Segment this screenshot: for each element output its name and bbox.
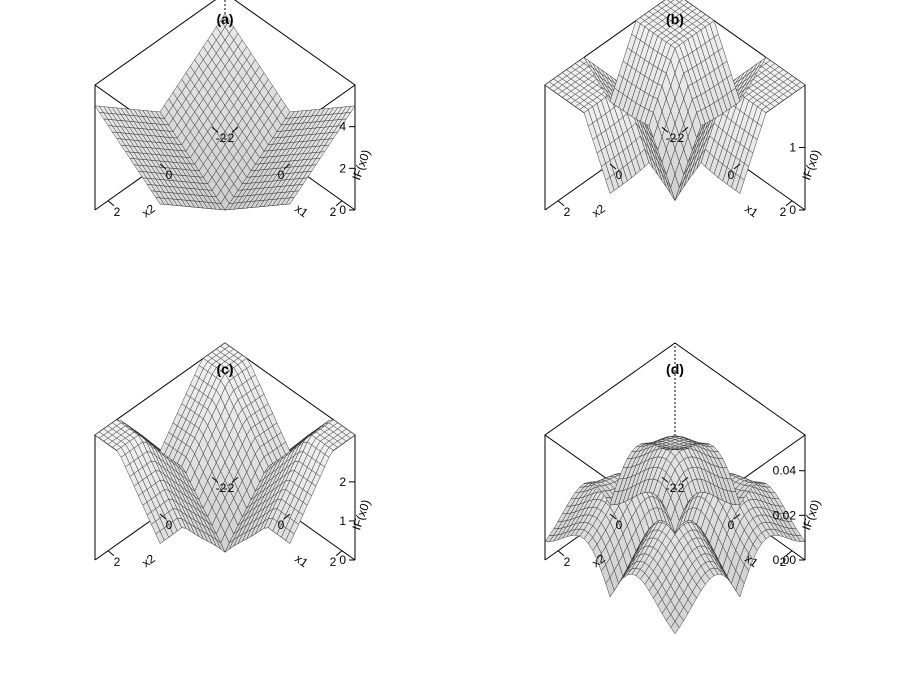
x1-tick-label: 0: [728, 518, 735, 532]
z-tick-label: 2: [339, 161, 346, 175]
x1-tick-label: 0: [278, 518, 285, 532]
x2-tick-label: 0: [166, 518, 173, 532]
x1-tick-label: 2: [780, 205, 787, 219]
x1-tick-mark: [283, 163, 291, 170]
z-tick-label: 0.00: [773, 553, 797, 567]
x1-tick-mark: [733, 513, 741, 520]
x2-tick-label: -2: [666, 481, 677, 495]
x2-tick-mark: [609, 163, 617, 170]
surface-mesh: [94, 342, 356, 553]
surface-cell: [220, 13, 230, 28]
x2-tick-label: 2: [114, 555, 121, 569]
panel-title: (d): [666, 361, 684, 377]
z-axis-label: IF(x0): [349, 498, 373, 532]
x2-tick-label: 2: [114, 205, 121, 219]
z-tick-label: 0: [339, 203, 346, 217]
x2-tick-mark: [211, 126, 219, 133]
x1-tick-label: 0: [728, 168, 735, 182]
x2-axis-label: x2: [139, 201, 158, 220]
z-axis-label: IF(x0): [349, 148, 373, 182]
x2-tick-label: 0: [616, 518, 623, 532]
z-tick-label: 0.02: [773, 508, 797, 522]
x1-tick-label: 2: [330, 555, 337, 569]
x1-tick-label: 2: [330, 205, 337, 219]
z-tick-label: 0: [789, 203, 796, 217]
panel-title: (a): [216, 11, 233, 27]
x2-tick-label: 2: [564, 205, 571, 219]
x2-tick-mark: [159, 513, 167, 520]
z-tick-label: 0: [339, 553, 346, 567]
x2-tick-mark: [661, 476, 669, 483]
x2-tick-mark: [107, 550, 115, 557]
x1-axis-label: x1: [742, 201, 761, 220]
x2-tick-label: -2: [216, 131, 227, 145]
panel-title: (c): [216, 361, 233, 377]
x1-tick-mark: [681, 126, 689, 133]
x1-tick-mark: [335, 200, 343, 207]
x1-tick-mark: [231, 476, 239, 483]
x1-tick-mark: [785, 550, 793, 557]
x1-tick-label: -2: [674, 481, 685, 495]
x2-tick-mark: [609, 513, 617, 520]
x2-tick-label: -2: [666, 131, 677, 145]
surface-mesh: [544, 0, 806, 201]
x2-tick-mark: [661, 126, 669, 133]
x2-axis-label: x2: [139, 551, 158, 570]
x1-tick-label: 0: [278, 168, 285, 182]
x2-tick-mark: [211, 476, 219, 483]
x2-axis-label: x2: [589, 201, 608, 220]
z-axis-label: IF(x0): [799, 148, 823, 182]
x2-tick-label: 0: [166, 168, 173, 182]
x1-tick-label: -2: [224, 481, 235, 495]
x2-tick-label: 2: [564, 555, 571, 569]
z-tick-label: 1: [339, 514, 346, 528]
x1-axis-label: x1: [292, 551, 311, 570]
x1-tick-mark: [681, 476, 689, 483]
z-axis-label: IF(x0): [799, 498, 823, 532]
x2-tick-mark: [107, 200, 115, 207]
x1-tick-label: -2: [224, 131, 235, 145]
x1-tick-mark: [283, 513, 291, 520]
x1-tick-mark: [785, 200, 793, 207]
panel-title: (b): [666, 11, 684, 27]
x2-tick-label: -2: [216, 481, 227, 495]
x2-tick-mark: [159, 163, 167, 170]
z-tick-label: 4: [339, 120, 346, 134]
surface-mesh: [544, 435, 806, 635]
x1-tick-label: 2: [780, 555, 787, 569]
surface-cell: [220, 342, 230, 350]
x1-tick-mark: [231, 126, 239, 133]
x1-tick-label: -2: [674, 131, 685, 145]
surface-cell: [667, 0, 675, 3]
surface-cell: [675, 0, 683, 3]
x2-tick-mark: [557, 200, 565, 207]
x2-tick-mark: [557, 550, 565, 557]
surface-mesh: [94, 13, 356, 211]
z-tick-label: 1: [789, 141, 796, 155]
x1-tick-mark: [733, 163, 741, 170]
x1-axis-label: x1: [292, 201, 311, 220]
z-tick-label: 2: [339, 475, 346, 489]
x1-tick-mark: [335, 550, 343, 557]
x2-tick-label: 0: [616, 168, 623, 182]
z-tick-label: 0.04: [773, 464, 797, 478]
